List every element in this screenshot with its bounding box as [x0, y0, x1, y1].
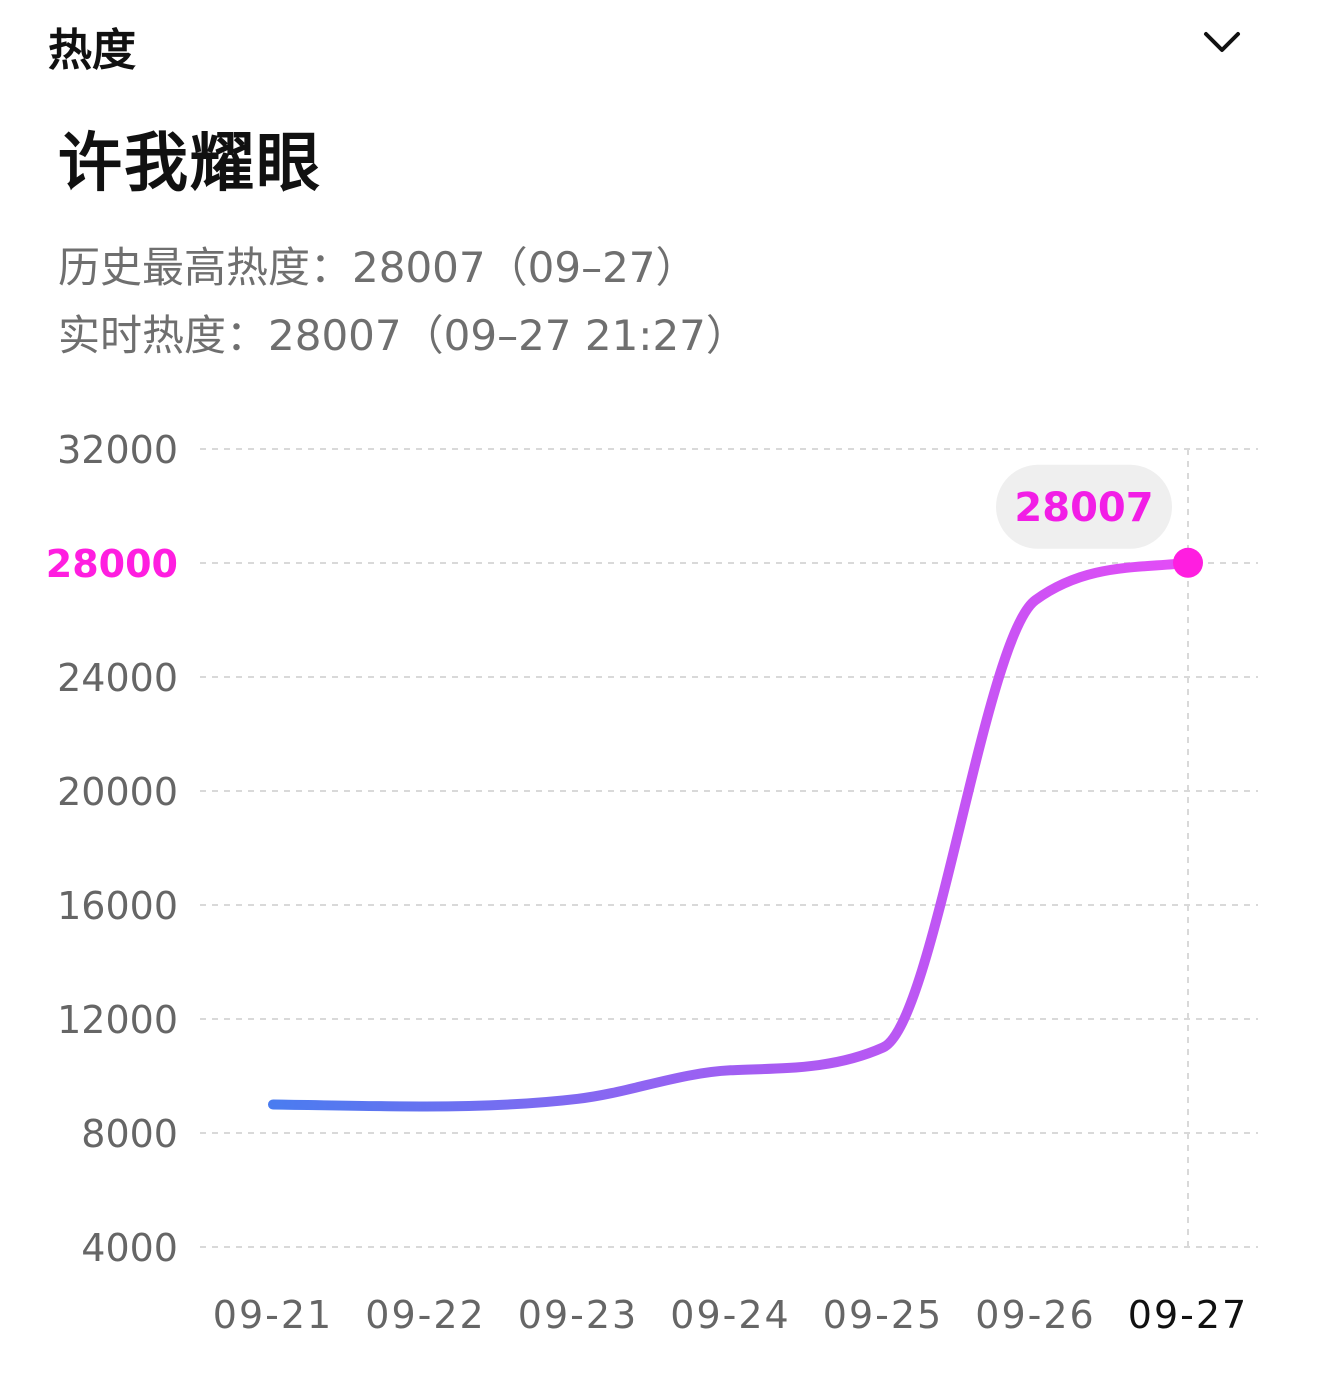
heat-series-line — [268, 557, 1193, 1112]
x-tick-label: 09-23 — [518, 1293, 638, 1337]
value-tooltip-label: 28007 — [1014, 485, 1153, 531]
peak-heat-date: （09–27） — [485, 243, 698, 292]
section-title: 热度 — [48, 25, 136, 76]
live-heat-date: （09–27 21:27） — [401, 311, 748, 360]
x-tick-label: 09-25 — [823, 1293, 943, 1337]
highlight-data-point — [1173, 547, 1203, 578]
chevron-down-icon[interactable] — [1198, 18, 1246, 66]
x-tick-label: 09-26 — [975, 1293, 1095, 1337]
y-tick-label: 32000 — [57, 428, 178, 472]
peak-heat-value: 28007 — [352, 243, 486, 292]
y-tick-label: 20000 — [57, 770, 178, 814]
peak-heat-label: 历史最高热度： — [58, 243, 353, 292]
song-title: 许我耀眼 — [58, 127, 322, 201]
live-heat-stat: 实时热度：28007（09–27 21:27） — [58, 302, 748, 363]
x-tick-label: 09-21 — [213, 1293, 333, 1337]
live-heat-label: 实时热度： — [58, 311, 269, 360]
y-tick-label: 28000 — [46, 542, 178, 586]
y-tick-label: 8000 — [81, 1112, 178, 1156]
y-tick-label: 16000 — [57, 884, 178, 928]
peak-heat-stat: 历史最高热度：28007（09–27） — [58, 234, 698, 295]
y-tick-label: 12000 — [57, 998, 178, 1042]
header: 热度 — [48, 8, 1272, 76]
live-heat-value: 28007 — [268, 311, 402, 360]
y-tick-label: 24000 — [57, 656, 178, 700]
x-tick-label: 09-24 — [670, 1293, 790, 1337]
x-tick-label: 09-27 — [1128, 1293, 1248, 1337]
y-tick-label: 4000 — [81, 1226, 178, 1270]
value-tooltip — [996, 464, 1172, 549]
x-tick-label: 09-22 — [365, 1293, 485, 1337]
